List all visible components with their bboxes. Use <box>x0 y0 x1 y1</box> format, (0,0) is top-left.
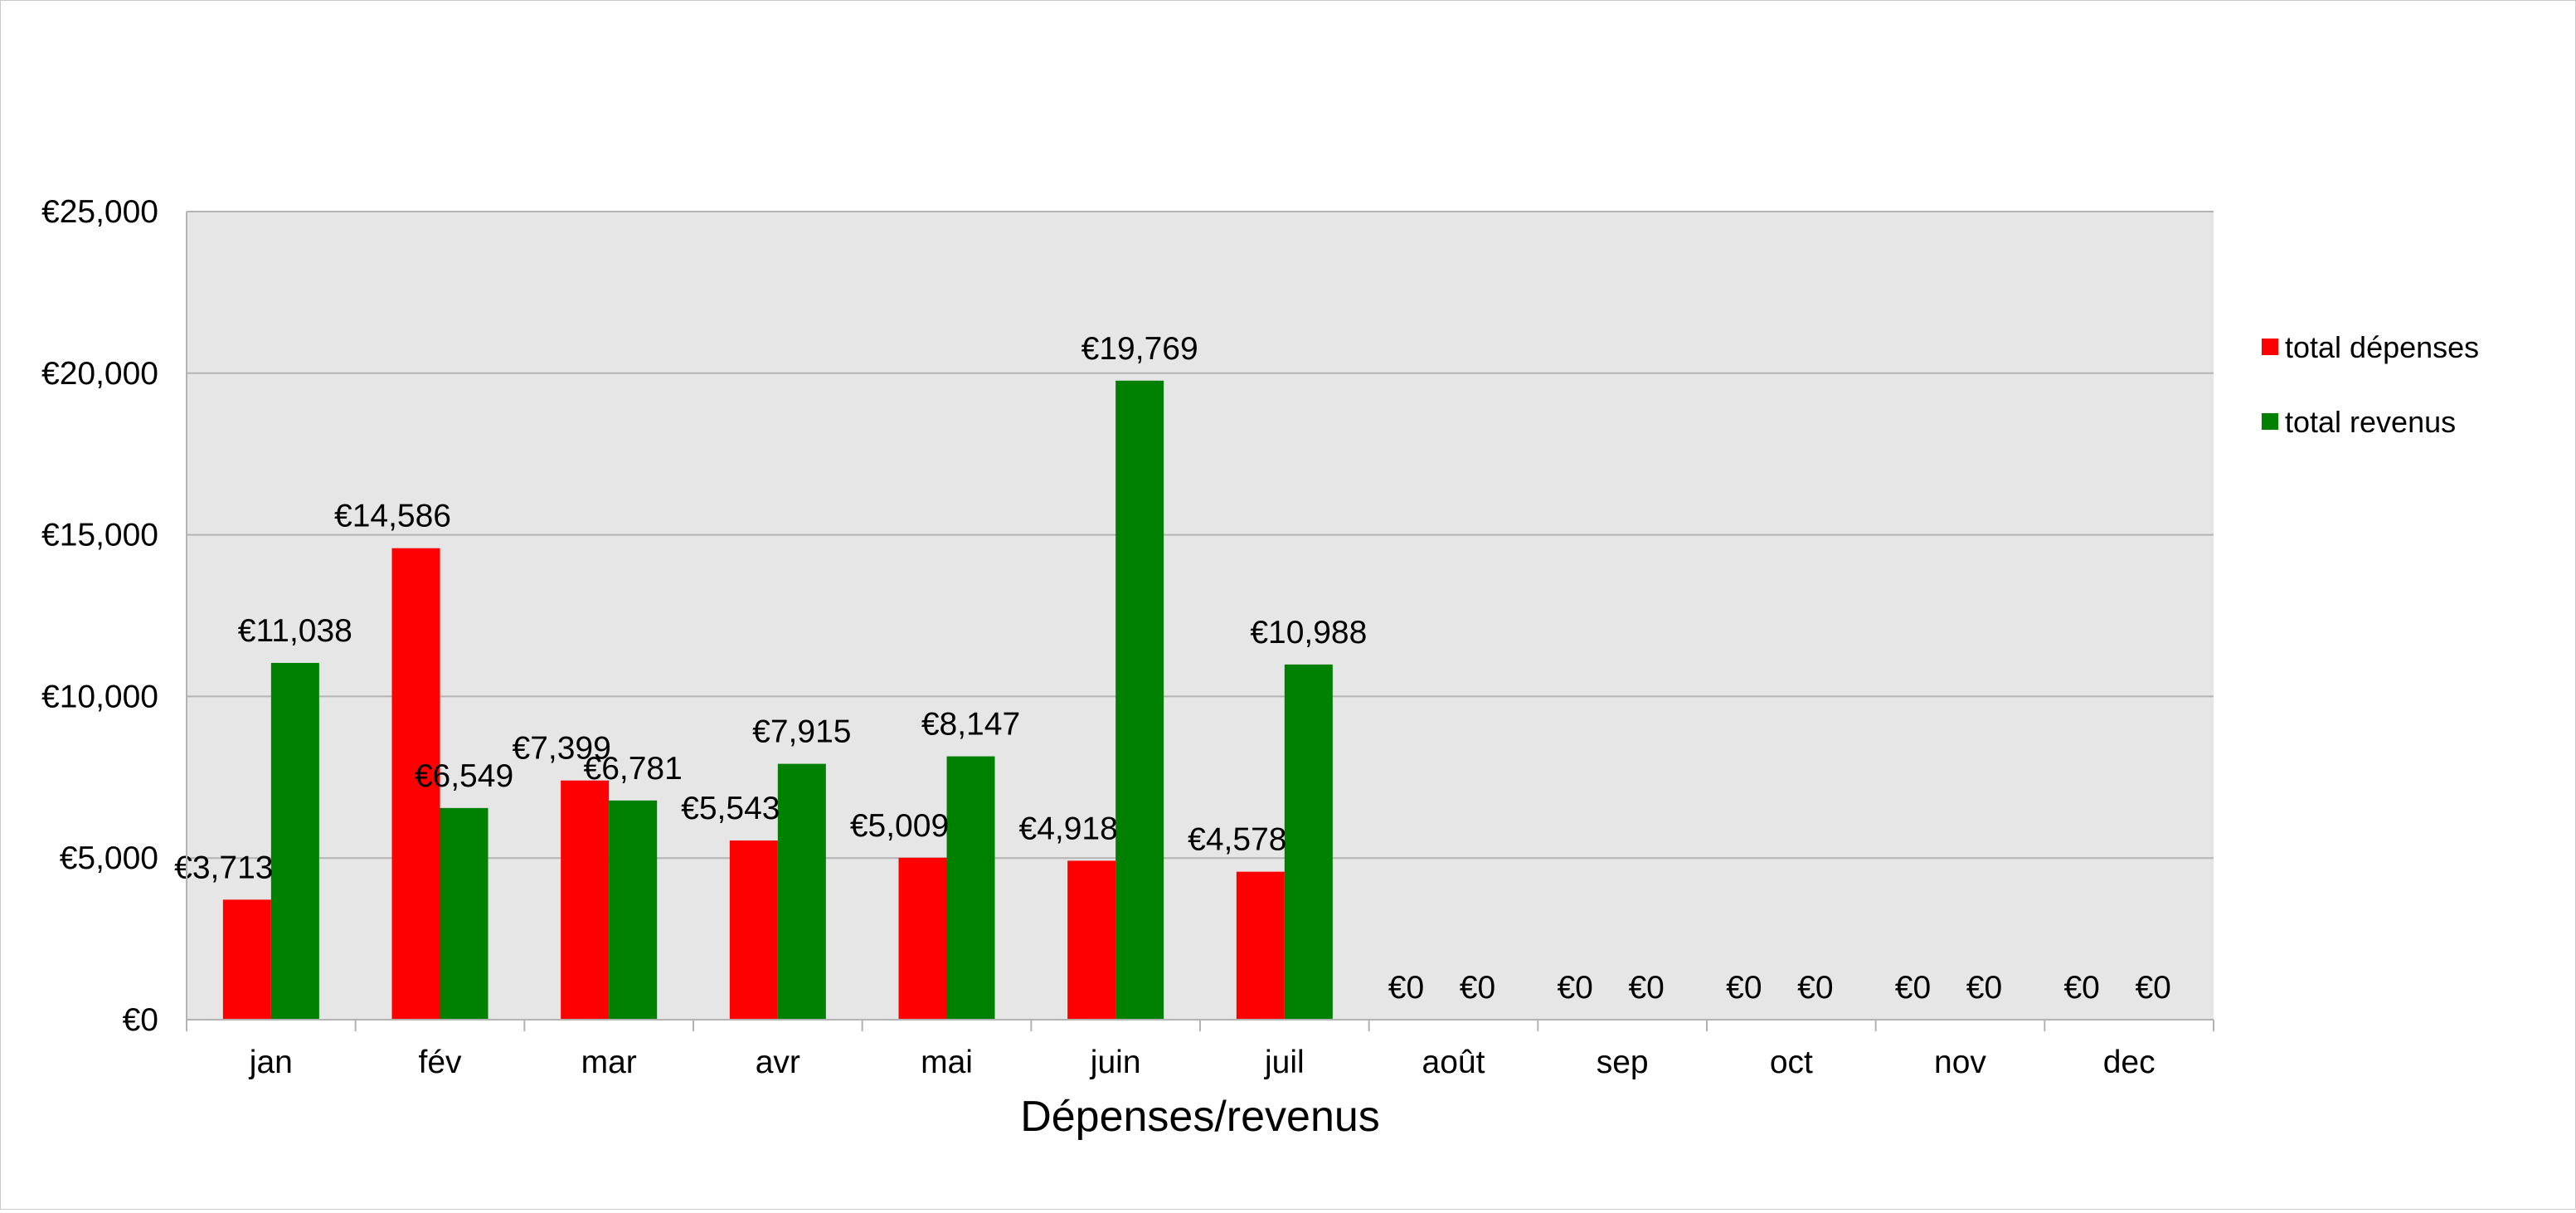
x-tick-label: dec <box>2103 1045 2156 1080</box>
data-label: €5,543 <box>681 791 780 826</box>
bar-depenses <box>561 780 610 1020</box>
x-tick-label: août <box>1422 1045 1485 1080</box>
bar-revenus <box>609 800 658 1020</box>
x-tick-label: nov <box>1934 1045 1986 1080</box>
data-label: €14,586 <box>334 499 451 534</box>
data-label: €0 <box>1628 970 1664 1006</box>
data-label: €0 <box>2135 970 2170 1006</box>
data-label: €0 <box>1388 970 1424 1006</box>
x-tick-label: juin <box>1090 1045 1141 1080</box>
data-label: €0 <box>1966 970 2002 1006</box>
bar-revenus <box>777 763 826 1020</box>
data-label: €0 <box>1557 970 1592 1006</box>
y-tick-label: €15,000 <box>41 518 158 553</box>
data-label: €4,918 <box>1019 811 1118 846</box>
data-label: €0 <box>1797 970 1833 1006</box>
y-tick-label: €0 <box>123 1002 158 1038</box>
bars <box>222 380 1333 1020</box>
data-label: €0 <box>2063 970 2099 1006</box>
legend-swatch <box>2262 339 2278 355</box>
legend-swatch <box>2262 413 2278 430</box>
bar-depenses <box>1067 860 1116 1020</box>
bar-depenses <box>391 548 440 1020</box>
data-label: €6,549 <box>415 758 513 794</box>
data-label: €4,578 <box>1188 822 1286 858</box>
bar-revenus <box>1284 664 1333 1020</box>
data-label: €19,769 <box>1081 331 1198 367</box>
y-axis: €0 €5,000 €10,000 €15,000 €20,000 €25,000 <box>41 194 187 1038</box>
bar-depenses <box>898 857 947 1020</box>
data-label: €7,399 <box>513 731 611 767</box>
data-label: €11,038 <box>238 613 352 649</box>
data-label: €0 <box>1726 970 1762 1006</box>
legend-label: total dépenses <box>2285 330 2479 364</box>
data-label: €7,915 <box>752 714 851 750</box>
x-tick-label: sep <box>1597 1045 1649 1080</box>
legend: total dépenses total revenus <box>2262 330 2479 439</box>
x-tick-label: juil <box>1264 1045 1305 1080</box>
x-axis-title: Dépenses/revenus <box>1020 1093 1380 1141</box>
x-tick-label: mai <box>921 1045 973 1080</box>
plot-area <box>187 212 2214 1020</box>
bar-depenses <box>1236 871 1285 1020</box>
x-tick-label: avr <box>756 1045 800 1080</box>
y-tick-label: €25,000 <box>41 194 158 230</box>
data-label: €3,713 <box>174 850 273 885</box>
bar-depenses <box>222 899 271 1020</box>
data-label: €5,009 <box>850 808 949 844</box>
data-label: €6,781 <box>584 751 683 787</box>
y-tick-label: €5,000 <box>60 840 158 876</box>
x-tick-label: oct <box>1770 1045 1813 1080</box>
bar-revenus <box>1115 380 1164 1020</box>
bar-revenus <box>270 662 319 1020</box>
legend-label: total revenus <box>2285 405 2456 439</box>
bar-revenus <box>946 756 995 1020</box>
data-label: €0 <box>1460 970 1495 1006</box>
x-tick-label: jan <box>249 1045 293 1080</box>
x-axis: jan fév mar avr mai juin juil août sep oct nov dec <box>186 1019 2214 1080</box>
data-label: €0 <box>1895 970 1931 1006</box>
x-tick-label: mar <box>581 1045 637 1080</box>
data-label: €10,988 <box>1250 615 1367 650</box>
y-tick-label: €10,000 <box>41 679 158 714</box>
x-tick-label: fév <box>418 1045 462 1080</box>
data-labels: €3,713 €14,586 €7,399 €5,543 €5,009 €4,918 €4,… <box>174 331 2171 1006</box>
bar-depenses <box>729 840 778 1020</box>
y-tick-label: €20,000 <box>41 356 158 392</box>
data-label: €8,147 <box>921 707 1020 743</box>
bar-revenus <box>440 807 488 1020</box>
